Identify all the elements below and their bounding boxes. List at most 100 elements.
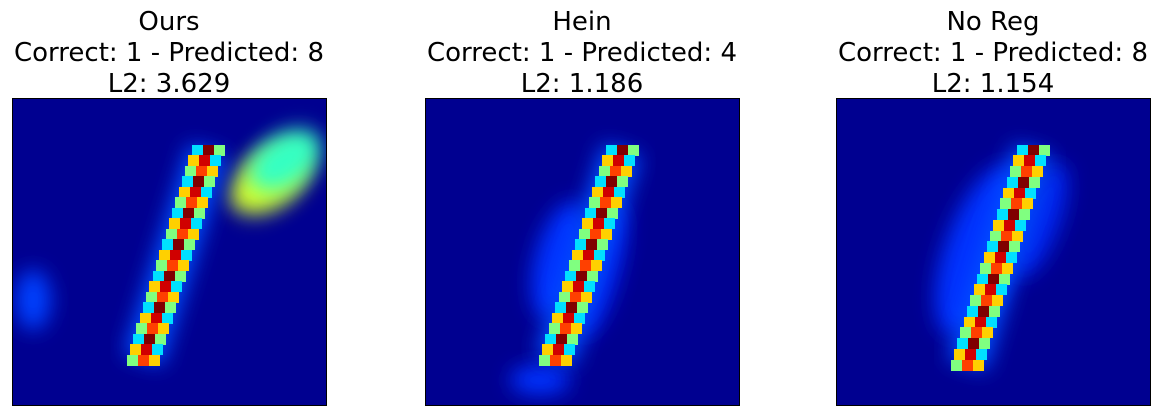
pixel (553, 344, 564, 355)
panel-metric: L2: 1.186 (521, 69, 643, 99)
pixel (185, 166, 196, 177)
pixel (603, 187, 614, 198)
pixel (1007, 177, 1018, 188)
pixel (954, 349, 965, 360)
pixel (1017, 145, 1028, 156)
pixel (199, 155, 210, 166)
pixel (1021, 166, 1032, 177)
pixel (602, 155, 613, 166)
pixel (158, 323, 169, 334)
pixel (550, 355, 561, 366)
pixel (166, 229, 177, 240)
pixel (962, 360, 973, 371)
pixel (590, 229, 601, 240)
pixel (975, 317, 986, 328)
pixel (967, 306, 978, 317)
pixel (167, 260, 178, 271)
pixel (613, 155, 624, 166)
pixel (565, 271, 576, 282)
pixel (159, 250, 170, 261)
pixel (996, 284, 1007, 295)
pixel (155, 334, 166, 345)
heatmap (425, 98, 739, 406)
pixel (1039, 145, 1050, 156)
pixel (207, 166, 218, 177)
pixel (968, 338, 979, 349)
pixel (984, 252, 995, 263)
pixel (997, 209, 1008, 220)
pixel (579, 229, 590, 240)
pixel (1035, 155, 1046, 166)
pixel (610, 166, 621, 177)
pixel (1006, 252, 1017, 263)
pixel (191, 218, 202, 229)
pixel (979, 338, 990, 349)
pixel (964, 317, 975, 328)
pixel (987, 241, 998, 252)
pixel (581, 292, 592, 303)
pixel (564, 344, 575, 355)
pixel (594, 250, 605, 261)
glow (15, 270, 51, 330)
pixel (165, 302, 176, 313)
pixel (973, 360, 984, 371)
panel-metric: L2: 3.629 (108, 69, 230, 99)
pixel (1003, 188, 1014, 199)
pixel (577, 302, 588, 313)
pixel (1028, 145, 1039, 156)
pixel (153, 271, 164, 282)
pixel (998, 241, 1009, 252)
pixel (600, 197, 611, 208)
pixel (556, 334, 567, 345)
pixel (965, 349, 976, 360)
pixel (628, 145, 639, 156)
pixel (563, 313, 574, 324)
pixel (575, 239, 586, 250)
pixel (981, 295, 992, 306)
pixel (1029, 177, 1040, 188)
pixel (988, 274, 999, 285)
pixel (1014, 188, 1025, 199)
pixel (184, 239, 195, 250)
pixel (1024, 155, 1035, 166)
pixel (611, 197, 622, 208)
pixel (192, 145, 203, 156)
pixel (214, 145, 225, 156)
pixel (1013, 155, 1024, 166)
panel-subtitle: Correct: 1 - Predicted: 8 (14, 38, 324, 68)
pixel (130, 344, 141, 355)
pixel (573, 281, 584, 292)
pixel (982, 327, 993, 338)
pixel (127, 355, 138, 366)
pixel (1011, 198, 1022, 209)
panel: HeinCorrect: 1 - Predicted: 4L2: 1.186 (425, 7, 740, 406)
pixel (170, 250, 181, 261)
pixel (160, 281, 171, 292)
pixel (985, 284, 996, 295)
pixel (559, 292, 570, 303)
pixel (991, 263, 1002, 274)
pixel (173, 239, 184, 250)
pixel (995, 252, 1006, 263)
pixel (960, 327, 971, 338)
pixel (186, 197, 197, 208)
pixel (171, 281, 182, 292)
panel-subtitle: Correct: 1 - Predicted: 4 (427, 38, 737, 68)
pixel (162, 239, 173, 250)
pixel (566, 302, 577, 313)
pixel (562, 281, 573, 292)
pixel (179, 187, 190, 198)
pixel (143, 302, 154, 313)
panel: No RegCorrect: 1 - Predicted: 8L2: 1.154 (836, 7, 1151, 406)
pixel (1008, 209, 1019, 220)
pixel (188, 229, 199, 240)
pixel (957, 338, 968, 349)
figure: OursCorrect: 1 - Predicted: 8L2: 3.629 He… (0, 0, 1175, 406)
pixel (624, 155, 635, 166)
pixel (990, 231, 1001, 242)
pixel (580, 260, 591, 271)
pixel (583, 250, 594, 261)
pixel (552, 313, 563, 324)
pixel (587, 271, 598, 282)
